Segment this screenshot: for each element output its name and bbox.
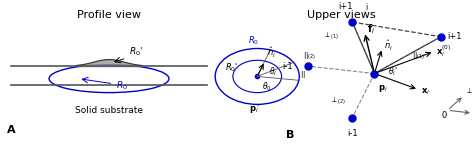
Text: A: A [7,125,15,135]
Text: $\mathbf{p}_i$: $\mathbf{p}_i$ [378,83,387,94]
Text: Solid substrate: Solid substrate [75,106,143,115]
Text: $||_{(1)}$: $||_{(1)}$ [412,50,425,61]
Text: $R_0$: $R_0$ [248,35,259,47]
Text: $||_{(2)}$: $||_{(2)}$ [302,50,316,61]
Text: $||$: $||$ [301,69,306,80]
Text: $R_0$': $R_0$' [225,61,238,74]
Text: i+1: i+1 [338,2,353,11]
Text: i-1: i-1 [282,62,292,71]
Text: $R_0$': $R_0$' [128,46,143,58]
Text: $\mathbf{f}_i$: $\mathbf{f}_i$ [367,22,375,36]
Text: B: B [286,130,294,140]
Text: i-1: i-1 [347,129,358,138]
Text: $\perp$: $\perp$ [465,86,473,95]
Text: $\mathbf{p}_i$': $\mathbf{p}_i$' [249,102,261,115]
Text: $\mathbf{x}_i^{(0)}$: $\mathbf{x}_i^{(0)}$ [437,44,452,59]
Text: $\hat{n}_i$: $\hat{n}_i$ [384,39,393,53]
Text: $\theta_0$: $\theta_0$ [262,80,272,93]
Text: i+1: i+1 [447,32,462,41]
Text: Upper views: Upper views [307,10,375,20]
Text: $\theta_i$: $\theta_i$ [269,65,277,78]
Text: Profile view: Profile view [77,10,141,20]
Text: $\perp_{(1)}$: $\perp_{(1)}$ [323,31,339,41]
Text: $\hat{n}_i$: $\hat{n}_i$ [267,45,276,60]
Text: i: i [365,3,368,12]
Text: $\mathbf{x}_i$: $\mathbf{x}_i$ [421,87,430,97]
Text: $\perp_{(2)}$: $\perp_{(2)}$ [330,95,346,106]
Text: $R_0$: $R_0$ [116,80,128,92]
Text: $\theta_i$': $\theta_i$' [388,65,398,78]
Text: 0: 0 [441,111,447,120]
